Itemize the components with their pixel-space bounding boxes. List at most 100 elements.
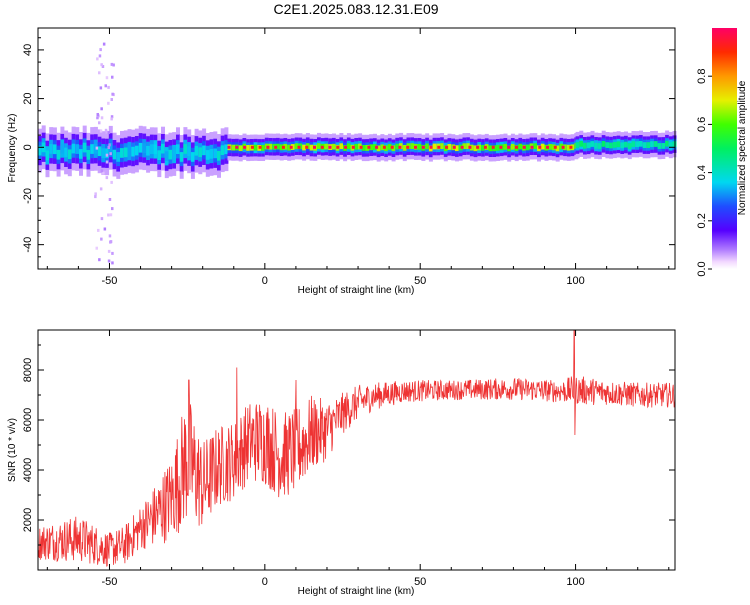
spectrogram-peak-cell [414, 145, 417, 149]
spectrogram-noise-cell [98, 54, 102, 58]
spectrogram-cell [518, 143, 523, 150]
spectrogram-y-tick-label: -40 [22, 237, 34, 253]
spectrogram-cell [56, 149, 61, 160]
spectrogram-peak-cell [515, 145, 518, 149]
spectrogram-noise-cell [100, 237, 103, 241]
spectrogram-noise-cell [100, 116, 104, 120]
spectrogram-cell [202, 145, 207, 156]
spectrogram-peak-cell [359, 145, 363, 149]
snr-y-tick-label: 8000 [22, 358, 34, 382]
spectrogram-cell [469, 144, 474, 151]
spectrogram-cell [246, 145, 251, 151]
spectrogram-cell [176, 144, 180, 154]
spectrogram-noise-cell [110, 117, 113, 121]
spectrogram-cell [309, 144, 314, 151]
spectrogram-cell [354, 143, 359, 150]
spectrogram-peak-cell [344, 145, 348, 149]
spectrogram-noise-cell [108, 143, 111, 147]
spectrogram-cell [82, 142, 87, 153]
spectrogram-cell [481, 144, 486, 151]
spectrogram-cell [52, 144, 57, 155]
spectrogram-cell [253, 144, 258, 151]
spectrogram-peak-cell [538, 145, 542, 149]
spectrogram-y-axis-title: Frequency (Hz) [7, 114, 18, 183]
spectrogram-cell [38, 145, 42, 156]
spectrogram-cell [525, 144, 530, 151]
spectrogram-noise-cell [96, 57, 99, 61]
spectrogram-cell [440, 143, 445, 149]
spectrogram-noise-cell [103, 227, 107, 231]
spectrogram-cell [90, 144, 95, 154]
spectrogram-cell [190, 152, 195, 162]
spectrogram-peak-cell [375, 145, 379, 149]
spectrogram-cell [473, 145, 478, 152]
spectrogram-peak-cell [499, 145, 503, 149]
spectrogram-cell [650, 141, 655, 147]
spectrogram-cell [134, 145, 139, 156]
spectrogram-peak-cell [289, 145, 293, 149]
spectrogram-noise-cell [105, 153, 109, 157]
spectrogram-cell [373, 144, 377, 150]
spectrogram-noise-cell [111, 207, 114, 211]
spectrogram-cell [187, 146, 192, 157]
spectrogram-cell [590, 141, 595, 147]
spectrogram-peak-cell [522, 145, 526, 149]
spectrogram-cell [101, 148, 106, 158]
spectrogram-noise-cell [110, 98, 113, 101]
spectrogram-peak-cell [227, 145, 231, 149]
spectrogram-peak-cell [367, 145, 371, 149]
spectrogram-cell [198, 147, 203, 158]
spectrogram-cell [384, 145, 389, 152]
spectrogram-peak-cell [328, 145, 332, 149]
snr-x-tick-label: 50 [414, 576, 426, 588]
spectrogram-noise-cell [109, 240, 113, 244]
spectrogram-cell [395, 143, 400, 150]
spectrogram-noise-cell [104, 128, 108, 132]
spectrogram-cell [290, 144, 295, 150]
colorbar-ticks: 0.0 0.2 0.4 0.6 0.8 [696, 69, 712, 277]
spectrogram-peak-cell [569, 145, 573, 149]
spectrogram-cell [503, 143, 508, 150]
spectrogram-cell [555, 145, 560, 152]
spectrogram-cell [466, 143, 471, 149]
spectrogram-noise-cell [112, 63, 115, 67]
spectrogram-cell [194, 145, 199, 156]
spectrogram-cell [661, 143, 666, 149]
spectrogram-noise-cell [100, 169, 104, 173]
spectrogram-noise-cell [110, 180, 113, 184]
spectrogram-noise-cell [110, 115, 114, 119]
spectrogram-cell [410, 143, 415, 149]
spectrogram-noise-cell [99, 86, 103, 90]
spectrogram-cell [183, 144, 188, 154]
snr-y-tick-label: 6000 [22, 408, 34, 432]
spectrogram-cell [131, 146, 136, 157]
spectrogram-cell [149, 144, 154, 154]
spectrogram-cell [161, 143, 165, 154]
spectrogram-cell [317, 143, 321, 149]
spectrogram-cell [276, 143, 280, 150]
spectrogram-x-tick-label: -50 [102, 275, 118, 287]
spectrogram-cell [231, 144, 236, 151]
snr-x-tick-label: 100 [566, 576, 584, 588]
spectrogram-cell [631, 141, 636, 147]
spectrogram-noise-cell [98, 121, 101, 125]
spectrogram-peak-cell [491, 145, 495, 149]
spectrogram-y-tick-label: -20 [22, 188, 34, 204]
spectrogram-peak-cell [460, 145, 464, 149]
spectrogram-cell [510, 143, 515, 150]
figure-title: C2E1.2025.083.12.31.E09 [273, 1, 438, 17]
spectrogram-cell [579, 140, 584, 147]
spectrogram-cell [138, 142, 143, 153]
snr-x-tick-label: -50 [102, 576, 118, 588]
spectrogram-peak-cell [406, 145, 410, 149]
spectrogram-cell [64, 147, 69, 158]
spectrogram-cell [287, 144, 292, 151]
spectrogram-peak-cell [445, 145, 449, 149]
spectrogram-peak-cell [476, 145, 480, 149]
spectrogram-cell [657, 143, 662, 149]
spectrogram-cell [402, 145, 407, 151]
spectrogram-peak-cell [483, 145, 487, 149]
spectrogram-cell [268, 143, 273, 150]
spectrogram-peak-cell [553, 145, 557, 149]
